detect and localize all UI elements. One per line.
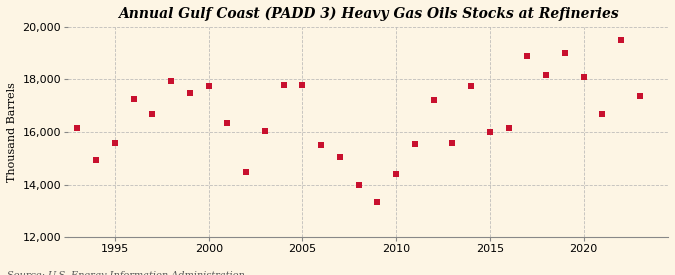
Point [222, 121, 233, 125]
Point [634, 94, 645, 99]
Point [72, 126, 83, 130]
Point [447, 140, 458, 145]
Point [203, 84, 214, 88]
Point [541, 73, 551, 78]
Point [335, 155, 346, 159]
Point [128, 97, 139, 101]
Point [316, 143, 327, 147]
Point [353, 183, 364, 187]
Point [597, 111, 608, 116]
Point [485, 130, 495, 134]
Point [522, 53, 533, 58]
Y-axis label: Thousand Barrels: Thousand Barrels [7, 82, 17, 182]
Point [260, 128, 271, 133]
Point [410, 142, 421, 146]
Point [278, 82, 289, 87]
Point [466, 84, 477, 88]
Point [166, 78, 177, 83]
Point [184, 90, 195, 95]
Point [241, 169, 252, 174]
Point [297, 82, 308, 87]
Text: Source: U.S. Energy Information Administration: Source: U.S. Energy Information Administ… [7, 271, 244, 275]
Point [428, 98, 439, 103]
Point [372, 200, 383, 204]
Point [504, 126, 514, 130]
Title: Annual Gulf Coast (PADD 3) Heavy Gas Oils Stocks at Refineries: Annual Gulf Coast (PADD 3) Heavy Gas Oil… [117, 7, 618, 21]
Point [147, 111, 158, 116]
Point [578, 75, 589, 79]
Point [391, 172, 402, 176]
Point [560, 51, 570, 55]
Point [616, 38, 626, 42]
Point [109, 140, 120, 145]
Point [91, 158, 102, 162]
